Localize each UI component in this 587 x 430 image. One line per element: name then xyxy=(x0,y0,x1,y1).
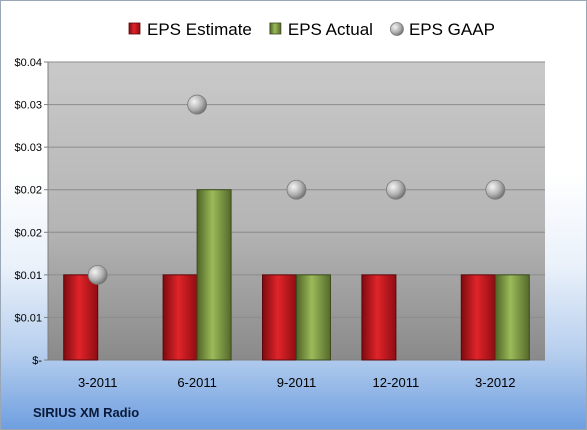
legend-swatch-eps-estimate xyxy=(128,22,141,35)
y-tick-label: $0.01 xyxy=(14,312,42,324)
category-group: 3-2012 xyxy=(460,274,530,390)
y-tick-label: $0.04 xyxy=(14,57,42,69)
legend-swatch-eps-actual xyxy=(269,22,282,35)
category-group: 12-2011 xyxy=(361,274,420,390)
y-tick-label: $0.01 xyxy=(14,270,42,282)
legend-label-eps-actual: EPS Actual xyxy=(288,20,373,39)
eps-gaap-marker xyxy=(385,179,406,200)
chart-legend: EPS Estimate EPS Actual EPS GAAP xyxy=(128,20,495,39)
x-tick-label: 9-2011 xyxy=(277,375,317,390)
eps-gaap-marker xyxy=(87,264,108,285)
category-group: 3-2011 xyxy=(63,274,118,390)
legend-label-eps-gaap: EPS GAAP xyxy=(409,20,495,39)
x-tick-label: 12-2011 xyxy=(373,375,420,390)
x-tick-label: 3-2011 xyxy=(78,375,118,390)
eps-estimate-bar xyxy=(162,274,198,361)
legend-item-eps-estimate: EPS Estimate xyxy=(128,20,252,39)
eps-estimate-bar xyxy=(63,274,99,361)
eps-gaap-marker xyxy=(187,94,208,115)
y-tick-label: $0.03 xyxy=(14,142,42,154)
legend-swatch-eps-gaap xyxy=(390,22,404,36)
eps-actual-bar xyxy=(296,274,331,361)
x-tick-label: 3-2012 xyxy=(475,375,515,390)
x-tick-label: 6-2011 xyxy=(177,375,217,390)
y-tick-label: $0.02 xyxy=(14,227,42,239)
category-group: 6-2011 xyxy=(162,189,232,390)
y-tick-label: $0.02 xyxy=(14,185,42,197)
legend-item-eps-actual: EPS Actual xyxy=(269,20,373,39)
legend-label-eps-estimate: EPS Estimate xyxy=(147,20,252,39)
eps-gaap-marker xyxy=(485,179,506,200)
eps-estimate-bar xyxy=(262,274,297,361)
eps-estimate-bar xyxy=(361,274,397,361)
eps-estimate-bar xyxy=(460,274,496,361)
eps-gaap-marker xyxy=(286,179,307,200)
company-name: SIRIUS XM Radio xyxy=(33,405,139,420)
category-group: 9-2011 xyxy=(262,274,331,390)
eps-actual-bar xyxy=(494,274,530,361)
legend-item-eps-gaap: EPS GAAP xyxy=(390,20,495,39)
y-tick-label: $0.03 xyxy=(14,100,42,112)
y-tick-label: $- xyxy=(32,355,42,367)
eps-actual-bar xyxy=(196,189,232,361)
